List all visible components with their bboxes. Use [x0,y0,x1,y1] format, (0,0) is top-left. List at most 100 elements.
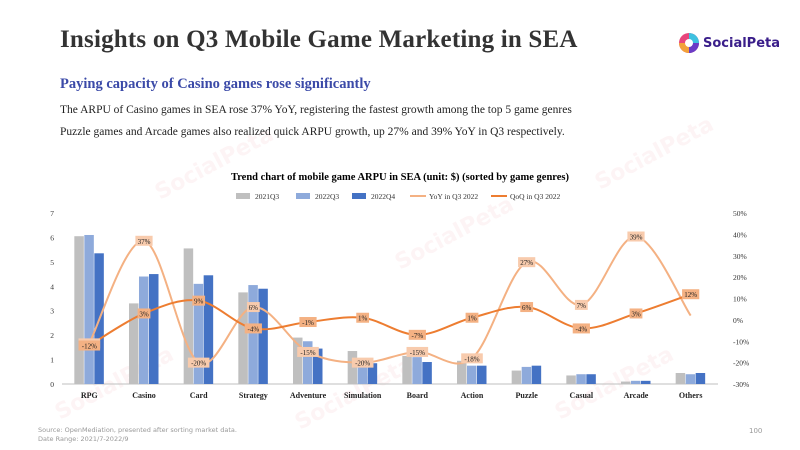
legend-label: 2022Q3 [315,192,339,201]
line-qoq [88,293,691,347]
insight-line-1: The ARPU of Casino games in SEA rose 37%… [60,104,572,116]
bar-2022q4 [586,374,596,384]
data-label-yoy: 39% [630,234,643,242]
bar-2021q3 [621,381,631,384]
data-label-yoy: -15% [410,349,425,357]
x-tick-label: Others [679,391,703,400]
x-tick-label: Adventure [290,391,327,400]
data-label-bg [246,302,260,313]
y-right-tick-label: 50% [733,209,747,218]
bar-2022q4 [422,362,432,384]
y-right-tick-label: 40% [733,230,747,239]
y-left-tick-label: 1 [50,356,54,365]
y-left-tick-label: 6 [50,233,54,242]
data-label-bg [520,302,534,313]
bar-2022q4 [258,288,268,384]
x-tick-label: Casual [570,391,594,400]
bar-2021q3 [402,355,412,384]
legend-swatch [352,193,366,199]
bar-2022q3 [193,283,204,384]
legend-swatch [296,193,310,199]
data-label-qoq: 3% [139,310,149,318]
y-right-tick-label: -20% [733,359,749,368]
bar-2022q3 [685,374,696,384]
legend-label: 2022Q4 [371,192,395,201]
data-label-bg [187,357,210,368]
bar-2022q3 [248,285,258,384]
bar-2022q3 [84,234,94,384]
data-label-qoq: -1% [302,319,314,327]
bar-2021q3 [457,360,467,384]
data-label-qoq: 6% [522,304,532,312]
data-label-bg [192,295,206,306]
data-label-qoq: 9% [194,298,204,306]
bar-2022q4 [313,348,323,384]
bar-2022q3 [139,276,149,384]
brand-logo-icon [679,33,699,53]
bar-2022q4 [149,274,159,384]
y-left-tick-label: 2 [50,331,54,340]
page-number: 100 [749,427,763,435]
bar-2021q3 [511,370,522,384]
bar-2022q3 [412,357,422,384]
y-right-tick-label: 10% [733,295,747,304]
bar-2022q4 [531,365,542,384]
x-tick-label: Action [461,391,484,400]
x-tick-label: Board [407,391,429,400]
data-label-qoq: -12% [82,343,97,351]
x-tick-label: Strategy [239,391,268,400]
x-tick-label: Arcade [624,391,649,400]
legend-label: YoY in Q3 2022 [429,192,478,201]
data-label-qoq: -4% [575,325,587,333]
x-tick-label: RPG [81,391,98,400]
legend-label: 2021Q3 [255,192,279,201]
data-label-qoq: 12% [684,291,697,299]
data-label-bg [572,323,590,334]
bar-2021q3 [129,303,139,384]
arpu-chart: Trend chart of mobile game ARPU in SEA (… [50,172,749,400]
y-right-tick-label: -10% [733,337,749,346]
source-note: Source: OpenMediation, presented after s… [38,426,237,434]
data-label-bg [297,346,319,357]
y-left-tick-label: 5 [50,258,54,267]
section-subtitle: Paying capacity of Casino games rose sig… [60,76,371,92]
data-label-bg [356,312,370,323]
insight-line-2: Puzzle games and Arcade games also reali… [60,126,565,138]
footer-source: Source: OpenMediation, presented after s… [38,426,237,444]
data-label-yoy: 37% [138,238,151,246]
data-label-qoq: -4% [247,325,259,333]
data-label-yoy: -15% [300,349,315,357]
data-label-qoq: 3% [631,310,641,318]
chart-title: Trend chart of mobile game ARPU in SEA (… [231,172,570,183]
date-range-note: Date Range: 2021/7-2022/9 [38,435,129,443]
page-title: Insights on Q3 Mobile Game Marketing in … [60,26,578,53]
bar-2022q4 [367,363,378,384]
data-label-bg [682,289,700,300]
data-label-qoq: 1% [467,315,477,323]
y-right-tick-label: 20% [733,273,747,282]
bar-2022q4 [203,275,214,384]
y-left-tick-label: 0 [50,380,54,389]
y-right-tick-label: 0% [733,316,743,325]
bar-2022q4 [695,373,706,384]
data-label-bg [351,357,374,368]
data-label-bg [299,317,317,328]
bar-2021q3 [293,337,303,384]
data-label-bg [629,308,643,319]
data-label-bg [627,231,645,242]
legend-label: QoQ in Q3 2022 [510,192,560,201]
bar-2022q3 [357,358,368,384]
data-label-yoy: 6% [249,304,259,312]
brand-logo: SocialPeta [678,32,780,54]
data-label-yoy: -18% [464,355,479,363]
x-tick-label: Casino [132,391,156,400]
y-left-tick-label: 3 [50,307,54,316]
data-label-yoy: -20% [191,360,206,368]
data-label-bg [406,346,429,357]
bar-2022q3 [303,341,313,384]
x-tick-label: Card [190,391,208,400]
data-label-yoy: -20% [355,360,370,368]
y-left-tick-label: 4 [50,282,54,291]
data-label-bg [78,340,101,351]
data-label-qoq: 1% [358,315,368,323]
